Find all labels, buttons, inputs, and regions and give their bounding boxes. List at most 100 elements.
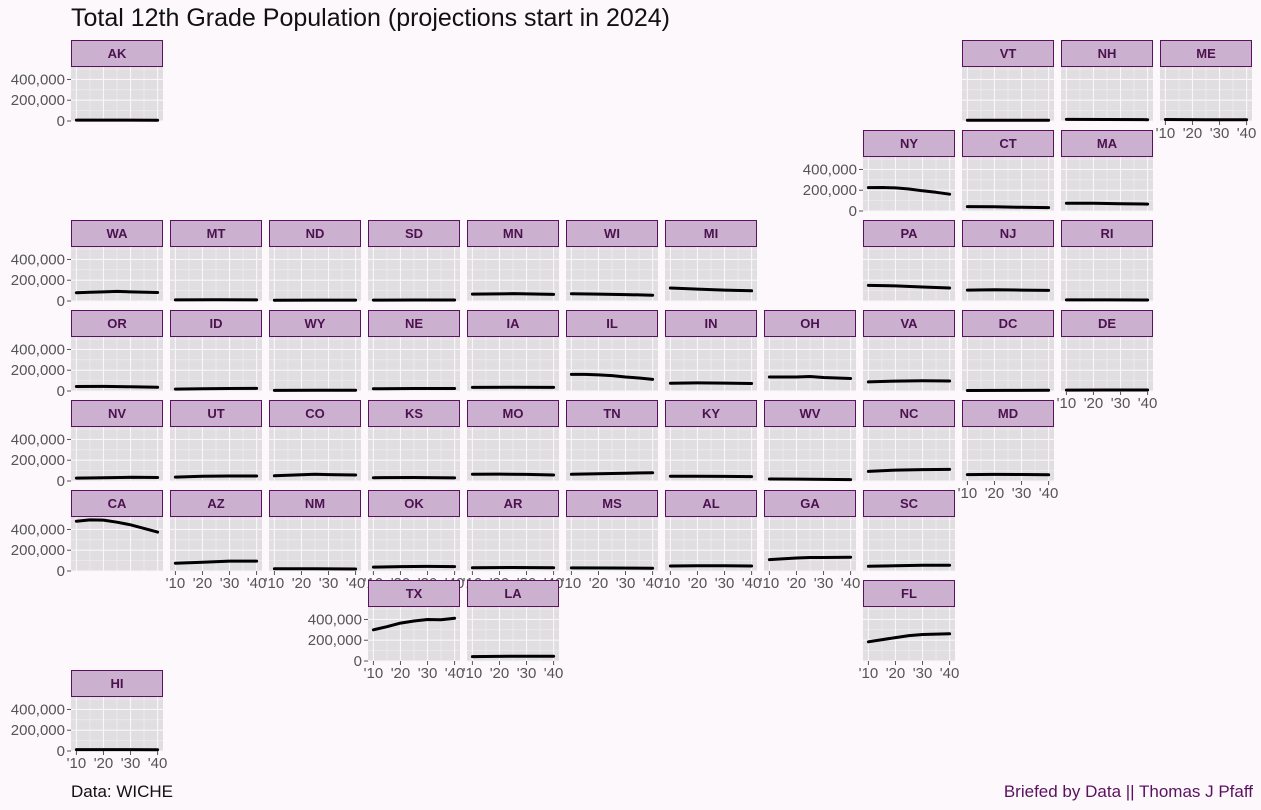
x-tick-label: '10	[67, 755, 87, 772]
y-tick-label: 400,000	[11, 521, 65, 538]
state-panel-or: OR 0 200,000 400,000	[11, 310, 163, 400]
x-tick-label: '10	[166, 575, 186, 592]
state-panel-ma: MA	[1061, 130, 1153, 212]
facet-strip	[1061, 310, 1153, 337]
facet-strip-label: AZ	[207, 496, 224, 511]
state-panel-co: CO	[269, 400, 361, 482]
state-panel-in: IN	[665, 310, 757, 392]
facet-strip-label: KY	[702, 406, 720, 421]
x-tick-label: '10	[760, 575, 780, 592]
state-panel-nh: NH	[1061, 40, 1153, 122]
state-panel-nm: NM '10 '20 '30 '40	[265, 490, 365, 592]
y-tick-label: 200,000	[11, 362, 65, 379]
facet-strip	[269, 220, 361, 247]
state-panel-dc: DC	[962, 310, 1054, 392]
facet-strip	[962, 40, 1054, 67]
state-panel-ok: OK'10'20'30'40	[364, 490, 464, 592]
y-tick-label: 0	[354, 653, 362, 670]
facet-strip	[269, 490, 361, 517]
x-tick-label: '40	[247, 575, 267, 592]
y-tick-label: 0	[57, 293, 65, 310]
state-panel-mi: MI	[665, 220, 757, 302]
state-panel-il: IL	[566, 310, 658, 392]
facet-strip-label: TX	[406, 586, 423, 601]
facet-strip-label: NY	[900, 136, 918, 151]
facet-strip-label: VA	[900, 316, 918, 331]
facet-strip-label: HI	[111, 676, 124, 691]
facet-strip	[467, 490, 559, 517]
x-tick-label: '10	[364, 665, 384, 682]
facet-strip-label: NJ	[1000, 226, 1017, 241]
facet-strip-label: MA	[1097, 136, 1118, 151]
x-tick-label: '40	[445, 665, 465, 682]
credit-caption: Briefed by Data || Thomas J Pfaff	[1003, 782, 1253, 801]
state-panel-ca: CA 0 200,000 400,000	[11, 490, 163, 580]
series-line-nv	[74, 475, 160, 480]
facet-strip	[863, 310, 955, 337]
x-tick-label: '30	[319, 575, 339, 592]
x-tick-label: '20	[1084, 395, 1104, 412]
facet-strip-label: OK	[404, 496, 424, 511]
facet-strip	[665, 220, 757, 247]
facet-strip	[71, 310, 163, 337]
x-tick-label: '40	[742, 575, 762, 592]
state-panel-al: AL '10 '20 '30 '40	[661, 490, 762, 592]
facet-strip	[71, 220, 163, 247]
x-tick-label: '20	[193, 575, 213, 592]
x-tick-label: '10	[1156, 125, 1176, 142]
facet-strip-label: NE	[405, 316, 423, 331]
state-panel-ky: KY	[665, 400, 757, 482]
state-panel-pa: PA	[863, 220, 955, 302]
state-panel-mt: MT	[170, 220, 262, 302]
facet-strip-label: AL	[702, 496, 719, 511]
facet-strip	[566, 490, 658, 517]
facet-strip	[962, 310, 1054, 337]
state-panel-tn: TN	[566, 400, 658, 482]
facet-strip	[368, 580, 460, 607]
y-tick-label: 0	[57, 473, 65, 490]
state-panel-ut: UT	[170, 400, 262, 482]
series-line-oh	[767, 375, 853, 380]
state-panel-fl: FL '10 '20 '30 '40	[859, 580, 959, 682]
state-panel-sc: SC	[863, 490, 955, 572]
x-tick-label: '20	[94, 755, 114, 772]
facet-strip-label: SD	[405, 226, 423, 241]
series-line-mi	[668, 286, 754, 293]
series-line-ma	[1064, 201, 1150, 206]
x-tick-label: '20	[589, 575, 609, 592]
y-tick-label: 400,000	[11, 71, 65, 88]
x-tick-label: '10	[265, 575, 285, 592]
series-line-fl	[866, 632, 952, 644]
series-line-ny	[866, 186, 952, 196]
facet-strip-label: MN	[503, 226, 523, 241]
state-panel-wi: WI	[566, 220, 658, 302]
facet-strip	[71, 490, 163, 517]
state-panel-nc: NC	[863, 400, 955, 482]
facet-strip-label: AK	[108, 46, 127, 61]
x-tick-label: '10	[661, 575, 681, 592]
facet-strip-label: WY	[305, 316, 326, 331]
state-panel-sd: SD	[368, 220, 460, 302]
series-line-sc	[866, 563, 952, 568]
series-line-ca	[74, 518, 160, 534]
facet-strip	[962, 130, 1054, 157]
state-panel-md: MD '10 '20 '30 '40	[958, 400, 1058, 502]
facet-strip	[962, 400, 1054, 427]
facet-strip	[368, 490, 460, 517]
x-tick-label: '10	[958, 485, 978, 502]
y-tick-label: 200,000	[11, 272, 65, 289]
facet-strip-label: UT	[207, 406, 224, 421]
state-panel-nj: NJ	[962, 220, 1054, 302]
series-line-tn	[569, 471, 655, 476]
facet-strip-label: KS	[405, 406, 423, 421]
facet-strip	[863, 580, 955, 607]
facet-strip	[269, 310, 361, 337]
state-panel-va: VA	[863, 310, 955, 392]
x-tick-label: '20	[292, 575, 312, 592]
x-tick-label: '30	[1111, 395, 1131, 412]
series-line-pa	[866, 283, 952, 290]
y-tick-label: 0	[57, 563, 65, 580]
facet-strip-label: PA	[900, 226, 918, 241]
state-panel-ms: MS '10 '20 '30 '40	[562, 490, 662, 592]
